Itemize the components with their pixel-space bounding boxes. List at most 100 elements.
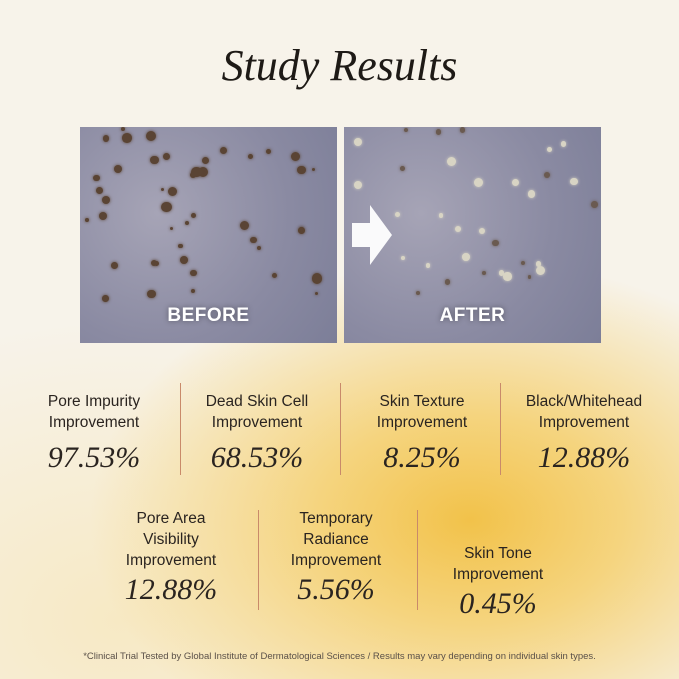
stat-label: Improvement [48,414,140,431]
skin-spot [102,295,109,302]
stat-label: Pore Area [136,510,206,527]
skin-spot [591,201,599,208]
stat-value: 5.56% [297,573,375,606]
skin-spot [167,186,178,196]
stat-label: Black/Whitehead [525,393,643,410]
arrow-right-icon [352,205,392,265]
skin-spot [503,272,512,281]
stat-label: Improvement [452,566,544,583]
stat-label: Skin Tone [464,545,532,562]
stat-value: 12.88% [537,441,631,474]
skin-spot [560,141,567,148]
skin-spot [400,165,405,171]
skin-spot [290,151,301,162]
skin-spot [146,289,156,299]
skin-spot [220,146,228,154]
stat-skin-texture: Skin Texture Improvement 8.25% [342,391,502,473]
skin-spot [102,135,110,142]
skin-spot [85,218,89,222]
skin-spot [169,226,173,230]
skin-spot [151,259,158,267]
skin-spot [462,253,470,261]
stat-label: Improvement [376,414,468,431]
skin-spot [479,228,486,235]
stat-value: 12.88% [124,573,218,606]
skin-spot [297,166,306,175]
skin-spot [446,157,456,167]
skin-spot [111,261,119,269]
divider [180,383,181,475]
skin-spot [435,129,442,135]
skin-spot [256,245,261,250]
footnote: *Clinical Trial Tested by Global Institu… [83,651,596,662]
stat-black-whitehead: Black/Whitehead Improvement 12.88% [504,391,664,474]
stat-temporary-radiance: Temporary Radiance Improvement 5.56% [256,508,416,606]
skin-spot [353,180,363,190]
divider [417,510,418,610]
skin-spot [401,256,405,260]
divider [258,510,259,610]
before-label: BEFORE [167,305,250,326]
skin-spot [240,221,250,231]
stat-label: Pore Impurity [47,393,141,410]
skin-spot [535,261,542,267]
skin-spot [160,187,165,191]
stat-pore-area: Pore Area Visibility Improvement 12.88% [91,508,251,606]
skin-spot [162,153,170,161]
skin-spot [521,260,525,265]
skin-spot [536,265,546,275]
skin-spot [543,172,550,179]
stat-value: 97.53% [47,441,141,474]
skin-spot [299,227,304,231]
stat-label: Improvement [125,552,217,569]
skin-spot [190,213,196,219]
stat-value: 0.45% [459,587,537,620]
skin-spot [114,165,123,174]
skin-spot [121,127,126,132]
skin-spot [265,149,271,155]
stat-label: Improvement [290,552,382,569]
skin-spot [189,269,197,277]
skin-spot [547,146,552,152]
skin-spot [482,270,486,275]
skin-spot [150,155,159,165]
skin-spot [93,174,100,182]
skin-spot [395,212,401,218]
stat-label: Skin Texture [379,393,465,410]
divider [500,383,501,475]
stat-label: Improvement [211,414,303,431]
skin-spot [527,190,536,198]
skin-spot [459,127,466,133]
stat-pore-impurity: Pore Impurity Improvement 97.53% [14,391,174,474]
skin-spot [498,270,505,276]
skin-spot [247,153,253,159]
skin-spot [511,178,519,186]
skin-spot [96,187,103,195]
stat-value: 68.53% [210,441,304,474]
skin-spot [191,166,203,178]
page-title: Study Results [221,41,458,90]
stat-label: Dead Skin Cell [205,393,309,410]
skin-spot [161,201,172,213]
skin-spot [473,177,484,188]
skin-spot [311,167,316,172]
skin-spot [415,291,420,296]
stat-dead-skin-cell: Dead Skin Cell Improvement 68.53% [177,391,337,474]
skin-spot [180,256,189,264]
skin-spot [201,156,210,165]
skin-spot [314,291,319,296]
divider [340,383,341,475]
skin-spot [491,239,499,247]
skin-spot [311,273,323,284]
after-label: AFTER [439,305,506,326]
stat-label: Visibility [143,531,199,548]
skin-spot [184,220,190,226]
before-photo: BEFORE [80,127,337,343]
skin-spot [271,272,277,279]
skin-spot [403,128,408,133]
skin-spot [101,195,110,204]
skin-spot [191,289,195,294]
skin-spot [146,131,157,142]
stat-label: Temporary [299,510,373,527]
skin-spot [250,236,257,244]
